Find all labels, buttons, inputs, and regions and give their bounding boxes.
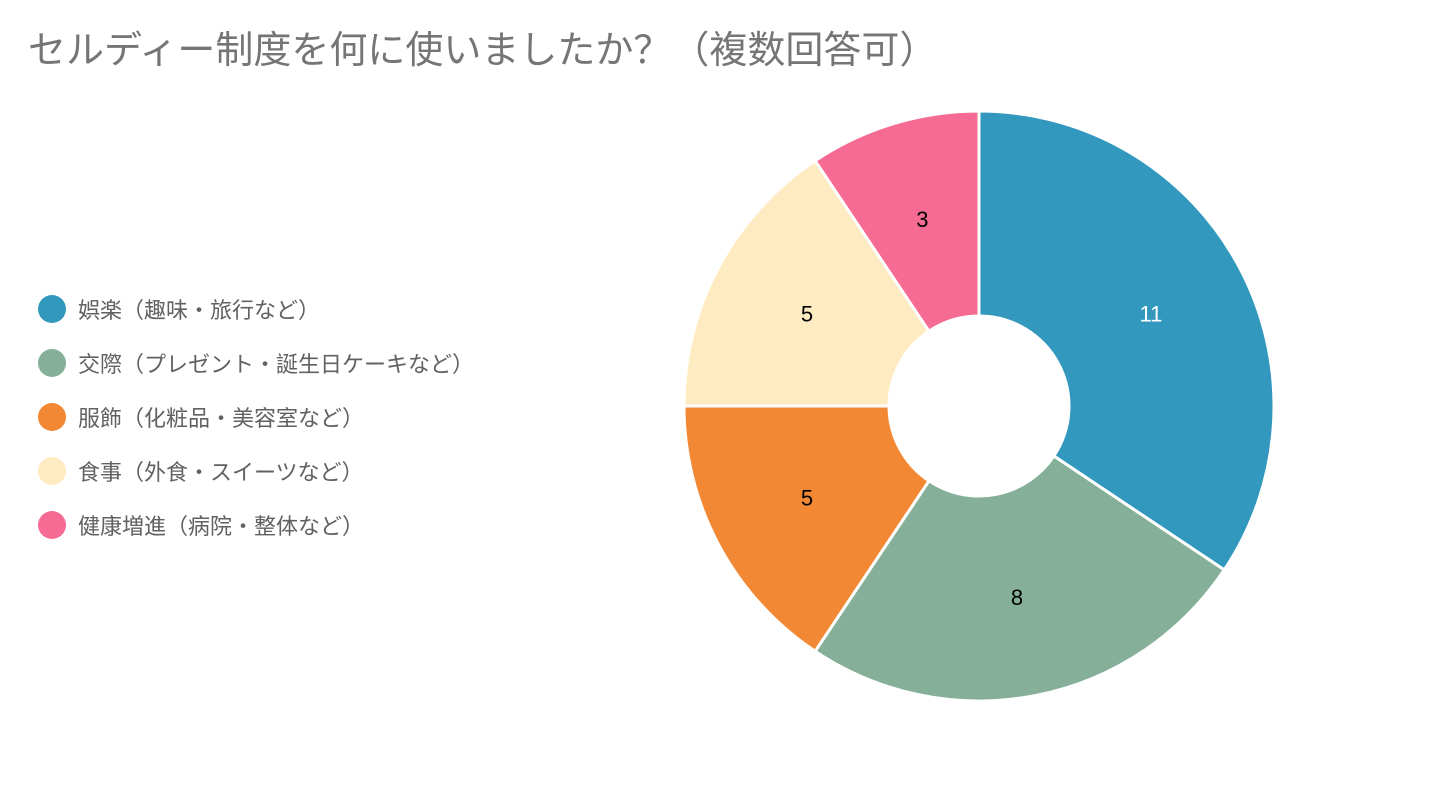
donut-slice[interactable] [977,109,1276,572]
legend-item[interactable]: 食事（外食・スイーツなど） [38,444,474,498]
donut-slices [682,109,1276,703]
slice-value-label: 8 [1011,585,1023,610]
donut-slice[interactable] [813,109,981,334]
donut-slice[interactable] [682,158,932,408]
legend-item[interactable]: 娯楽（趣味・旅行など） [38,282,474,336]
slice-value-label: 5 [801,302,813,327]
legend-item[interactable]: 服飾（化粧品・美容室など） [38,390,474,444]
slice-labels: 11 8 5 5 3 [801,207,1162,610]
legend-item[interactable]: 健康増進（病院・整体など） [38,498,474,552]
legend-label: 健康増進（病院・整体など） [78,515,365,540]
donut-slice[interactable] [682,404,932,654]
donut-slice[interactable] [813,453,1227,703]
legend-swatch [38,457,66,485]
slice-value-label: 3 [916,207,928,232]
legend-swatch [38,295,66,323]
legend-swatch [38,403,66,431]
slice-value-label: 5 [801,485,813,510]
legend-swatch [38,511,66,539]
chart-legend: 娯楽（趣味・旅行など） 交際（プレゼント・誕生日ケーキなど） 服飾（化粧品・美容… [38,282,474,552]
legend-label: 服飾（化粧品・美容室など） [78,407,365,432]
legend-label: 交際（プレゼント・誕生日ケーキなど） [78,353,475,378]
legend-label: 娯楽（趣味・旅行など） [78,299,321,324]
legend-label: 食事（外食・スイーツなど） [78,461,364,486]
chart-title: セルディー制度を何に使いましたか？（複数回答可） [28,28,938,72]
legend-swatch [38,349,66,377]
legend-item[interactable]: 交際（プレゼント・誕生日ケーキなど） [38,336,474,390]
slice-value-label: 11 [1140,302,1163,327]
